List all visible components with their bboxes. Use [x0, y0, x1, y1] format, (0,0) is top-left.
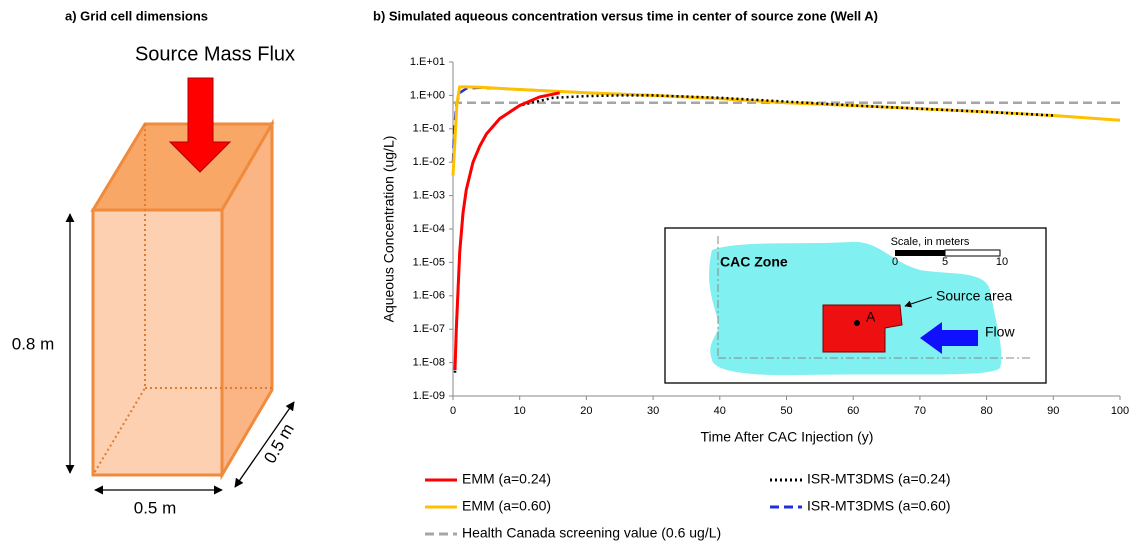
hidden-edges: [92, 124, 272, 476]
x-tick-label: 60: [847, 405, 859, 417]
x-tick-label: 30: [647, 405, 659, 417]
y-tick-label: 1.E-06: [413, 290, 445, 302]
flow-arrow: [920, 322, 978, 354]
series-line: [453, 94, 1054, 373]
width-label: 0.5 m: [134, 498, 177, 517]
x-tick-label: 90: [1047, 405, 1059, 417]
y-tick-label: 1.E-04: [413, 223, 445, 235]
scale-tick: 0: [892, 256, 898, 268]
x-tick-label: 10: [514, 405, 526, 417]
flux-label: Source Mass Flux: [135, 43, 295, 65]
y-tick-label: 1.E-07: [413, 323, 445, 335]
scale-bar: [895, 250, 945, 256]
flow-label: Flow: [985, 324, 1015, 340]
cell-front: [91, 208, 224, 477]
flux-arrow: [168, 77, 232, 173]
legend-label: ISR-MT3DMS (a=0.60): [807, 498, 951, 514]
y-tick-label: 1.E-03: [413, 190, 445, 202]
x-tick-label: 20: [580, 405, 592, 417]
panel-a-title: a) Grid cell dimensions: [65, 8, 208, 23]
x-tick-label: 40: [714, 405, 726, 417]
inset-map: CAC Zone Scale, in meters 0 5 10 Source …: [664, 227, 1047, 384]
y-tick-label: 1.E+00: [410, 89, 445, 101]
y-tick-label: 1.E-01: [413, 123, 445, 135]
x-tick-label: 70: [914, 405, 926, 417]
y-tick-label: 1.E-05: [413, 256, 445, 268]
y-tick-label: 1.E-08: [413, 357, 445, 369]
zone-label: CAC Zone: [720, 254, 788, 270]
source-label: Source area: [936, 288, 1012, 304]
chart-title: b) Simulated aqueous concentration versu…: [373, 8, 878, 23]
scale-bar: [944, 249, 1001, 257]
legend: EMM (a=0.24) ISR-MT3DMS (a=0.24) EMM (a=0.…: [425, 471, 951, 541]
series-line: [453, 91, 561, 371]
scale-tick: 5: [942, 256, 948, 268]
y-tick-label: 1.E-09: [413, 390, 445, 402]
depth-arrow: [234, 401, 295, 488]
y-tick-label: 1.E+01: [410, 56, 445, 68]
well-a: [854, 320, 860, 326]
source-area: [822, 304, 903, 353]
x-tick-label: 50: [780, 405, 792, 417]
y-axis-label: Aqueous Concentration (ug/L): [381, 136, 397, 323]
x-tick-label: 100: [1111, 405, 1129, 417]
legend-label: EMM (a=0.24): [462, 471, 551, 487]
series-line: [451, 85, 1121, 176]
legend-label: EMM (a=0.60): [462, 498, 551, 514]
y-tick-label: 1.E-02: [413, 156, 445, 168]
plot-area: 1.E-09 1.E-08 1.E-07 1.E-06 1.E-05 1.E-04 1.E-…: [410, 56, 1129, 417]
height-label: 0.8 m: [12, 334, 55, 353]
x-tick-label: 0: [450, 405, 456, 417]
x-axis-label: Time After CAC Injection (y): [701, 429, 874, 445]
scale-title: Scale, in meters: [891, 236, 970, 248]
x-tick-label: 80: [980, 405, 992, 417]
legend-label: ISR-MT3DMS (a=0.24): [807, 471, 951, 487]
legend-label: Health Canada screening value (0.6 ug/L): [462, 525, 721, 541]
well-label: A: [866, 309, 876, 325]
scale-tick: 10: [996, 256, 1008, 268]
source-pointer: [904, 296, 933, 308]
